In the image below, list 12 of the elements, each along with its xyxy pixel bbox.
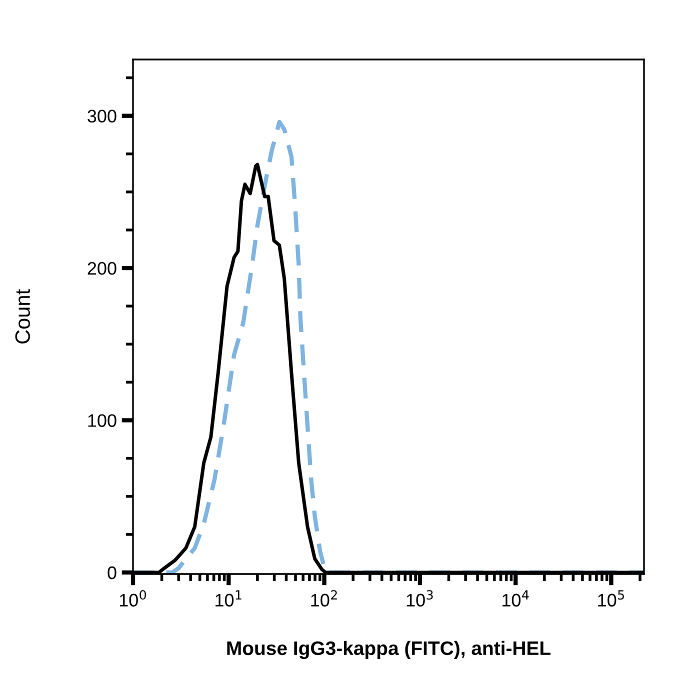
x-tick-label: 10$^{2}$ bbox=[311, 590, 337, 607]
x-tick-label: 10$^{5}$ bbox=[598, 590, 624, 607]
x-axis-title: Mouse IgG3-kappa (FITC), anti-HEL bbox=[227, 640, 550, 660]
x-tick-label: 10$^{3}$ bbox=[406, 590, 433, 607]
x-tick-label: 10$^{1}$ bbox=[216, 590, 242, 607]
x-tick-label: 10$^{4}$ bbox=[502, 590, 529, 607]
y-axis-title: Count bbox=[15, 289, 30, 344]
x-tick-label: 10$^{0}$ bbox=[120, 590, 146, 607]
y-tick-label: 300 bbox=[88, 110, 116, 123]
y-tick-label: 100 bbox=[88, 414, 116, 427]
y-tick-label: 0 bbox=[108, 566, 116, 580]
y-tick-label: 200 bbox=[88, 262, 116, 275]
